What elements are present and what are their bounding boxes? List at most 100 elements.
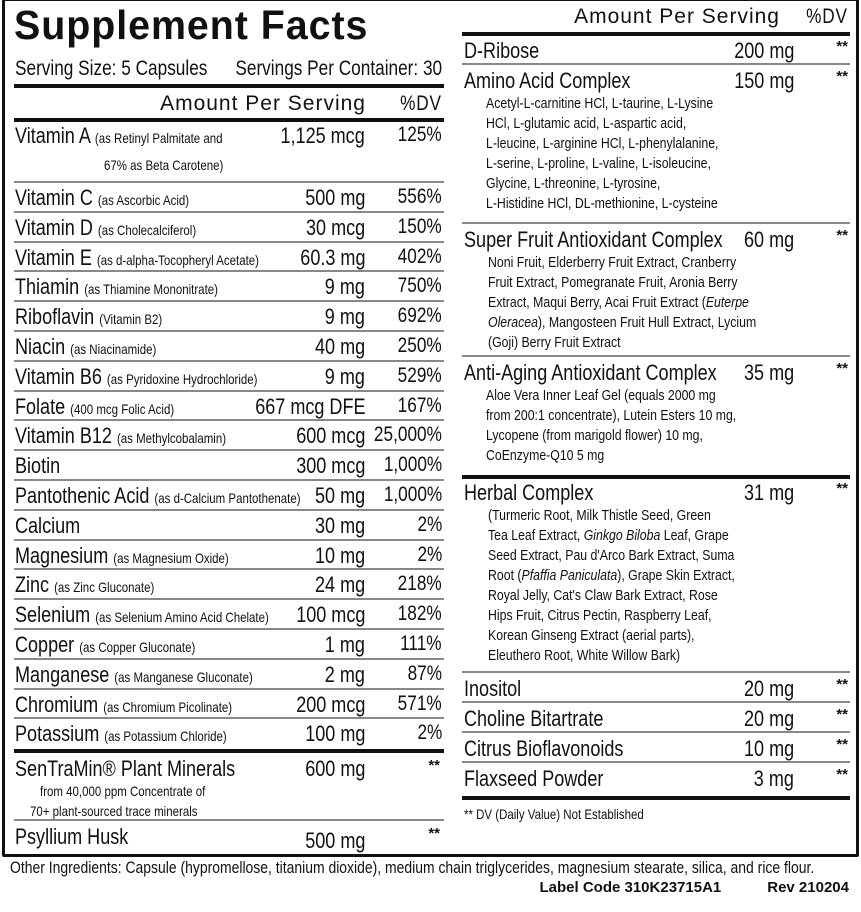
ingredient-detail: L-leucine, L-arginine HCl, L-phenylalani… bbox=[486, 135, 719, 152]
nutrient-name-text: Biotin bbox=[15, 453, 61, 479]
nutrient-source: (as Pyridoxine Hydrochloride) bbox=[106, 370, 258, 387]
ingredient-detail: Oleracea), Mangosteen Fruit Hull Extract… bbox=[488, 314, 757, 331]
ingredient-detail: Fruit Extract, Pomegranate Fruit, Aronia… bbox=[488, 274, 738, 291]
nutrient-name-text: Vitamin B6 bbox=[15, 363, 102, 389]
nutrient-dv: 529% bbox=[397, 363, 442, 387]
ingredient-detail: Noni Fruit, Elderberry Fruit Extract, Cr… bbox=[488, 254, 737, 271]
nutrient-name-text: Magnesium bbox=[15, 542, 109, 568]
ingredient-amount: 31 mg bbox=[743, 480, 794, 505]
nutrient-row: Vitamin E (as d-alpha-Tocopheryl Acetate… bbox=[12, 243, 444, 273]
nutrient-name: Vitamin B12 (as Methylcobalamin) bbox=[15, 423, 226, 449]
nutrient-amount: 24 mg bbox=[314, 572, 365, 598]
ingredient-detail: Lycopene (from marigold flower) 10 mg, bbox=[486, 427, 703, 444]
ingredient-dv: ** bbox=[836, 480, 848, 497]
ingredient-dv: ** bbox=[836, 68, 848, 85]
divider bbox=[14, 449, 444, 452]
latin-name: Ginkgo Biloba bbox=[583, 527, 661, 544]
ingredient-detail: Glycine, L-threonine, L-tyrosine, bbox=[486, 175, 661, 192]
divider bbox=[14, 210, 444, 213]
divider bbox=[14, 568, 444, 571]
supplement-facts-panel bbox=[2, 0, 859, 857]
nutrient-row: Magnesium (as Magnesium Oxide) 10 mg 2% bbox=[12, 541, 444, 571]
nutrient-dv: 150% bbox=[397, 214, 442, 238]
divider bbox=[462, 355, 850, 357]
divider bbox=[462, 32, 850, 36]
ingredient-detail: Royal Jelly, Cat's Claw Bark Extract, Ro… bbox=[488, 587, 718, 604]
divider bbox=[14, 181, 444, 183]
nutrient-dv: 25,000% bbox=[374, 423, 442, 447]
ingredient-amount: 3 mg bbox=[753, 766, 794, 791]
nutrient-dv: 2% bbox=[417, 542, 442, 566]
nutrient-amount: 100 mcg bbox=[295, 602, 365, 628]
latin-name: Oleracea bbox=[488, 314, 538, 331]
nutrient-dv: 1,000% bbox=[383, 483, 442, 506]
psyllium-amount: 500 mg bbox=[304, 828, 365, 853]
nutrient-name: Biotin bbox=[15, 453, 60, 479]
latin-name: Pfaffia Paniculata bbox=[521, 567, 618, 584]
ingredient-amount: 35 mg bbox=[743, 360, 794, 385]
nutrient-dv: 125% bbox=[397, 123, 442, 146]
serving-size: Serving Size: 5 Capsules bbox=[15, 57, 208, 80]
nutrient-dv: 556% bbox=[397, 185, 442, 208]
ingredient-amount: 60 mg bbox=[743, 227, 794, 252]
nutrient-row: Calcium 30 mg 2% bbox=[12, 511, 444, 541]
nutrient-row: Vitamin B12 (as Methylcobalamin) 600 mcg 2… bbox=[12, 421, 444, 451]
nutrient-source: (as Cholecalciferol) bbox=[97, 221, 197, 238]
nutrient-amount: 9 mg bbox=[324, 304, 365, 330]
nutrient-dv: 87% bbox=[407, 661, 442, 685]
nutrient-name: Manganese (as Manganese Gluconate) bbox=[15, 662, 253, 688]
nutrient-amount: 30 mg bbox=[314, 512, 365, 538]
divider bbox=[14, 598, 444, 601]
nutrient-name: Zinc (as Zinc Gluconate) bbox=[15, 572, 154, 598]
sentramin-amount: 600 mg bbox=[304, 756, 365, 781]
nutrient-amount: 2 mg bbox=[324, 661, 365, 687]
nutrient-name-text: Vitamin A bbox=[15, 123, 90, 148]
nutrient-name: Magnesium (as Magnesium Oxide) bbox=[15, 543, 229, 569]
nutrient-name: Copper (as Copper Gluconate) bbox=[15, 632, 195, 658]
nutrient-row: Biotin 300 mcg 1,000% bbox=[12, 451, 444, 481]
nutrient-dv: 750% bbox=[397, 274, 442, 298]
nutrient-name-text: Thiamin bbox=[15, 274, 80, 300]
nutrient-source: (as Chromium Picolinate) bbox=[103, 698, 233, 715]
nutrient-name-text: Calcium bbox=[15, 512, 81, 538]
nutrient-name-text: Riboflavin bbox=[15, 304, 95, 330]
psyllium-dv: ** bbox=[428, 825, 440, 842]
nutrient-name: Vitamin B6 (as Pyridoxine Hydrochloride) bbox=[15, 364, 258, 390]
nutrient-name-text: Vitamin B12 bbox=[15, 423, 112, 449]
nutrient-source: (Vitamin B2) bbox=[99, 311, 163, 328]
nutrient-amount: 50 mg bbox=[314, 483, 365, 508]
dv-header: %DV bbox=[806, 5, 848, 28]
ingredient-detail: HCl, L-glutamic acid, L-aspartic acid, bbox=[486, 115, 687, 132]
nutrient-name: Selenium (as Selenium Amino Acid Chelate… bbox=[15, 602, 269, 628]
nutrient-dv: 111% bbox=[400, 632, 442, 655]
nutrient-source: (as Potassium Chloride) bbox=[104, 728, 227, 745]
nutrient-amount: 9 mg bbox=[324, 363, 365, 389]
psyllium-row: Psyllium Husk 500 mg ** bbox=[12, 822, 444, 853]
other-ingredients: Other Ingredients: Capsule (hypromellose… bbox=[10, 857, 855, 879]
divider bbox=[14, 479, 444, 481]
dv-header: %DV bbox=[400, 92, 442, 115]
nutrient-amount: 1 mg bbox=[324, 632, 365, 657]
nutrient-name: Niacin (as Niacinamide) bbox=[15, 334, 156, 360]
nutrient-source: (as Methylcobalamin) bbox=[116, 430, 227, 447]
nutrient-row: Vitamin A (as Retinyl Palmitate and 67% a… bbox=[12, 121, 444, 183]
nutrient-name-text: Zinc bbox=[15, 572, 50, 598]
nutrient-amount: 600 mcg bbox=[295, 423, 365, 449]
divider bbox=[462, 671, 850, 673]
nutrient-row: Thiamin (as Thiamine Mononitrate) 9 mg 750… bbox=[12, 272, 444, 302]
ingredient-amount: 10 mg bbox=[743, 736, 794, 761]
divider bbox=[14, 819, 444, 821]
divider bbox=[14, 419, 444, 422]
nutrient-name: Vitamin C (as Ascorbic Acid) bbox=[15, 185, 189, 211]
ingredient-detail: L-serine, L-proline, L-valine, L-isoleuc… bbox=[486, 155, 711, 172]
nutrient-amount: 40 mg bbox=[314, 334, 365, 359]
divider bbox=[14, 538, 444, 541]
nutrient-name-text: Manganese bbox=[15, 661, 110, 687]
ingredient-detail: Korean Ginseng Extract (aerial parts), bbox=[488, 627, 695, 644]
divider bbox=[462, 796, 850, 800]
nutrient-dv: 250% bbox=[397, 334, 442, 357]
nutrient-amount: 30 mcg bbox=[305, 214, 365, 240]
divider bbox=[14, 359, 444, 362]
nutrient-source: (as Copper Gluconate) bbox=[79, 639, 196, 655]
nutrient-name-text: Vitamin C bbox=[15, 185, 93, 210]
